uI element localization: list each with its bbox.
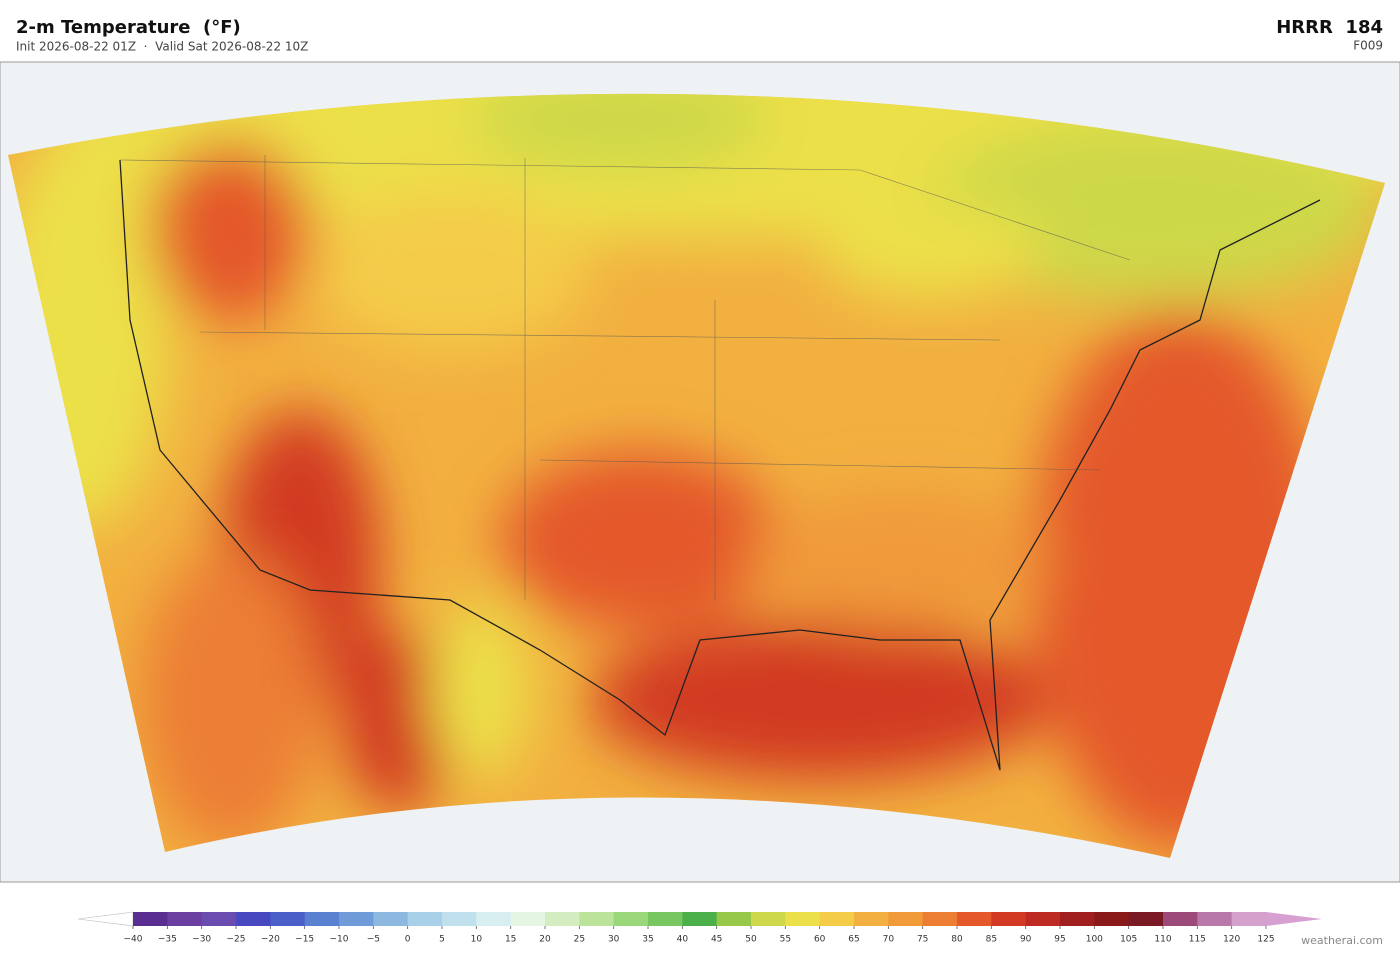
colorbar-tick-label: −40 <box>124 935 143 945</box>
colorbar-tick-label: 70 <box>883 935 895 945</box>
colorbar-under <box>77 911 134 927</box>
colorbar-tick-label: 115 <box>1189 935 1206 945</box>
colorbar-bin <box>1163 912 1198 926</box>
colorbar-bin <box>648 912 683 926</box>
map <box>0 61 1400 883</box>
title: 2-m Temperature (°F) <box>16 17 241 38</box>
coastline <box>119 159 1321 771</box>
colorbar-tick-label: 25 <box>574 935 585 945</box>
colorbar-bin <box>682 912 718 926</box>
colorbar-tick-label: 100 <box>1086 935 1103 945</box>
colorbar-bin <box>922 912 958 926</box>
colorbar-bin <box>1128 912 1164 926</box>
colorbar-bin <box>957 912 992 926</box>
colorbar-bin <box>304 912 340 926</box>
colorbar-tick-label: 40 <box>677 935 689 945</box>
colorbar-tick-label: −35 <box>158 935 177 945</box>
colorbar-tick-label: 90 <box>1020 935 1032 945</box>
colorbar-bin <box>270 912 306 926</box>
model-label: HRRR 184 <box>1276 17 1383 38</box>
subtitle: Init 2026-08-22 01Z · Valid Sat 2026-08-… <box>16 40 308 54</box>
colorbar-tick-label: 45 <box>711 935 722 945</box>
colorbar-bin <box>1197 912 1233 926</box>
colorbar-tick-label: −20 <box>261 935 280 945</box>
colorbar-bin <box>476 912 512 926</box>
colorbar-bin <box>785 912 821 926</box>
colorbar-bin <box>510 912 546 926</box>
colorbar-tick-label: 55 <box>780 935 791 945</box>
colorbar-bin <box>854 912 889 926</box>
colorbar-bin <box>442 912 477 926</box>
temperature-field <box>8 93 1385 858</box>
colorbar-tick-label: 80 <box>951 935 963 945</box>
colorbar-tick-label: 30 <box>608 935 620 945</box>
colorbar-tick-label: −5 <box>367 935 380 945</box>
colorbar-tick-label: 0 <box>405 935 411 945</box>
colorbar-tick-label: 50 <box>745 935 757 945</box>
colorbar-bin <box>1094 912 1130 926</box>
colorbar-tick-label: −25 <box>227 935 246 945</box>
colorbar-tick-label: −10 <box>330 935 349 945</box>
colorbar-tick-label: 95 <box>1054 935 1065 945</box>
colorbar-tick-label: 10 <box>471 935 483 945</box>
colorbar-over <box>1266 912 1322 926</box>
colorbar-bin <box>579 912 615 926</box>
colorbar-bin <box>1231 912 1267 926</box>
colorbar-tick-label: 60 <box>814 935 826 945</box>
credit: weatherai.com <box>1301 934 1383 947</box>
colorbar-bin <box>373 912 409 926</box>
colorbar-bin <box>339 912 374 926</box>
colorbar-bin <box>236 912 271 926</box>
colorbar: −40 −35 −30 −25 −20 −15 −10 −5 0 5 10 15 20 25 30 35 40 4… <box>77 911 1322 945</box>
colorbar-bin <box>751 912 786 926</box>
colorbar-bin <box>819 912 855 926</box>
colorbar-bin <box>201 912 237 926</box>
colorbar-tick-label: 120 <box>1223 935 1240 945</box>
colorbar-tick-label: 105 <box>1120 935 1137 945</box>
colorbar-bin <box>1025 912 1061 926</box>
colorbar-tick-label: 65 <box>848 935 859 945</box>
colorbar-bin <box>991 912 1027 926</box>
colorbar-tick-label: 15 <box>505 935 516 945</box>
colorbar-bin <box>1060 912 1095 926</box>
colorbar-bin <box>545 912 580 926</box>
colorbar-tick-label: 35 <box>642 935 653 945</box>
colorbar-tick-label: 125 <box>1257 935 1274 945</box>
colorbar-tick-label: −15 <box>295 935 314 945</box>
colorbar-bin <box>716 912 752 926</box>
state-borders <box>119 155 1131 600</box>
colorbar-tick-label: −30 <box>192 935 211 945</box>
colorbar-tick-label: 110 <box>1154 935 1171 945</box>
colorbar-tick-label: 85 <box>986 935 997 945</box>
colorbar-bin <box>167 912 203 926</box>
colorbar-bin <box>407 912 443 926</box>
forecast-hour: F009 <box>1353 39 1383 53</box>
colorbar-tick-label: 20 <box>539 935 551 945</box>
colorbar-bin <box>613 912 649 926</box>
colorbar-tick-label: 5 <box>439 935 445 945</box>
colorbar-bin <box>888 912 924 926</box>
colorbar-tick-label: 75 <box>917 935 928 945</box>
colorbar-bin <box>133 912 168 926</box>
